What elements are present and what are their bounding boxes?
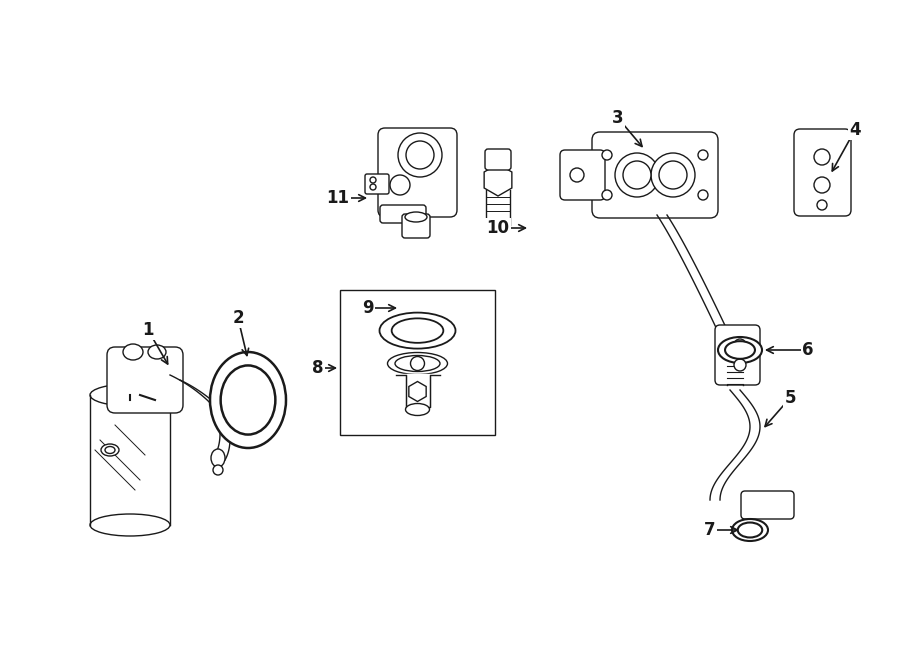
Circle shape [814, 177, 830, 193]
Text: 6: 6 [802, 341, 814, 359]
Ellipse shape [90, 514, 170, 536]
Circle shape [406, 141, 434, 169]
Text: 7: 7 [704, 521, 716, 539]
Circle shape [734, 359, 746, 371]
FancyBboxPatch shape [380, 205, 426, 223]
Ellipse shape [738, 522, 762, 537]
Circle shape [615, 153, 659, 197]
Ellipse shape [211, 449, 225, 467]
Ellipse shape [105, 446, 115, 453]
FancyBboxPatch shape [794, 129, 851, 216]
FancyBboxPatch shape [402, 214, 430, 238]
Ellipse shape [101, 444, 119, 456]
Ellipse shape [392, 319, 444, 343]
Circle shape [370, 177, 376, 183]
FancyBboxPatch shape [365, 174, 389, 194]
Circle shape [698, 190, 708, 200]
Text: 9: 9 [362, 299, 374, 317]
Text: 2: 2 [232, 309, 244, 327]
Circle shape [734, 339, 746, 351]
Circle shape [659, 161, 687, 189]
Circle shape [398, 133, 442, 177]
Circle shape [623, 161, 651, 189]
Text: 11: 11 [327, 189, 349, 207]
Text: 4: 4 [850, 121, 860, 139]
Circle shape [602, 150, 612, 160]
Circle shape [817, 200, 827, 210]
Text: 10: 10 [487, 219, 509, 237]
Text: 3: 3 [612, 109, 624, 127]
Circle shape [570, 168, 584, 182]
Ellipse shape [123, 344, 143, 360]
Ellipse shape [725, 341, 755, 359]
Circle shape [390, 175, 410, 195]
FancyBboxPatch shape [560, 150, 605, 200]
Text: 5: 5 [784, 389, 796, 407]
Ellipse shape [718, 337, 762, 363]
Ellipse shape [220, 366, 275, 434]
Ellipse shape [388, 352, 447, 375]
FancyBboxPatch shape [715, 325, 760, 385]
FancyBboxPatch shape [741, 491, 794, 519]
Ellipse shape [395, 356, 440, 371]
Text: 1: 1 [142, 321, 154, 339]
FancyBboxPatch shape [378, 128, 457, 217]
Ellipse shape [210, 352, 286, 448]
Circle shape [410, 356, 425, 371]
Ellipse shape [732, 519, 768, 541]
FancyBboxPatch shape [107, 347, 183, 413]
Bar [340, 290, 495, 435]
Circle shape [814, 149, 830, 165]
Circle shape [370, 184, 376, 190]
FancyBboxPatch shape [592, 132, 718, 218]
Ellipse shape [406, 403, 429, 416]
Text: 8: 8 [312, 359, 324, 377]
Ellipse shape [148, 345, 166, 359]
Circle shape [698, 150, 708, 160]
Circle shape [213, 465, 223, 475]
Ellipse shape [380, 313, 455, 348]
FancyBboxPatch shape [485, 149, 511, 170]
Circle shape [602, 190, 612, 200]
Circle shape [651, 153, 695, 197]
Ellipse shape [90, 384, 170, 406]
Ellipse shape [405, 212, 427, 222]
Polygon shape [395, 375, 439, 407]
